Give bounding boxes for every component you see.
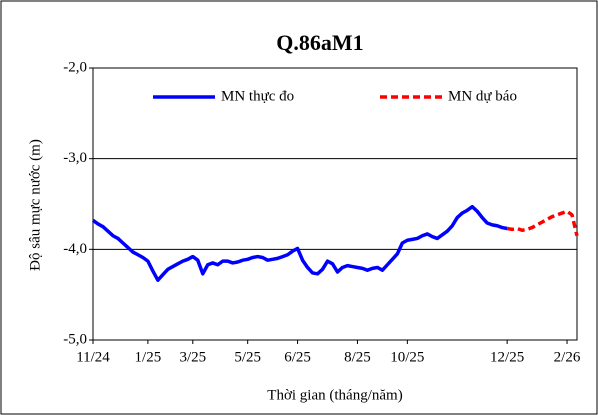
y-tick-label: -2,0 [63,59,87,75]
legend-label: MN thực đo [221,88,294,104]
x-tick-label: 10/25 [390,349,424,365]
x-tick-label: 6/25 [284,349,311,365]
y-tick-label: -3,0 [63,150,87,166]
x-tick-label: 3/25 [179,349,206,365]
y-tick-label: -5,0 [63,331,87,347]
y-axis-label: Độ sâu mực nước (m) [27,139,43,271]
x-tick-label: 1/25 [135,349,162,365]
x-tick-label: 2/26 [554,349,581,365]
x-tick-label: 11/24 [76,349,110,365]
x-tick-label: 12/25 [490,349,524,365]
x-axis-label: Thời gian (tháng/năm) [267,387,402,403]
chart-title: Q.86aM1 [276,30,363,55]
x-tick-label: 8/25 [344,349,371,365]
series-line [91,204,508,282]
x-tick-label: 5/25 [234,349,261,365]
series-line [506,209,579,237]
y-tick-label: -4,0 [63,241,87,257]
legend-label: MN dự báo [448,88,517,104]
